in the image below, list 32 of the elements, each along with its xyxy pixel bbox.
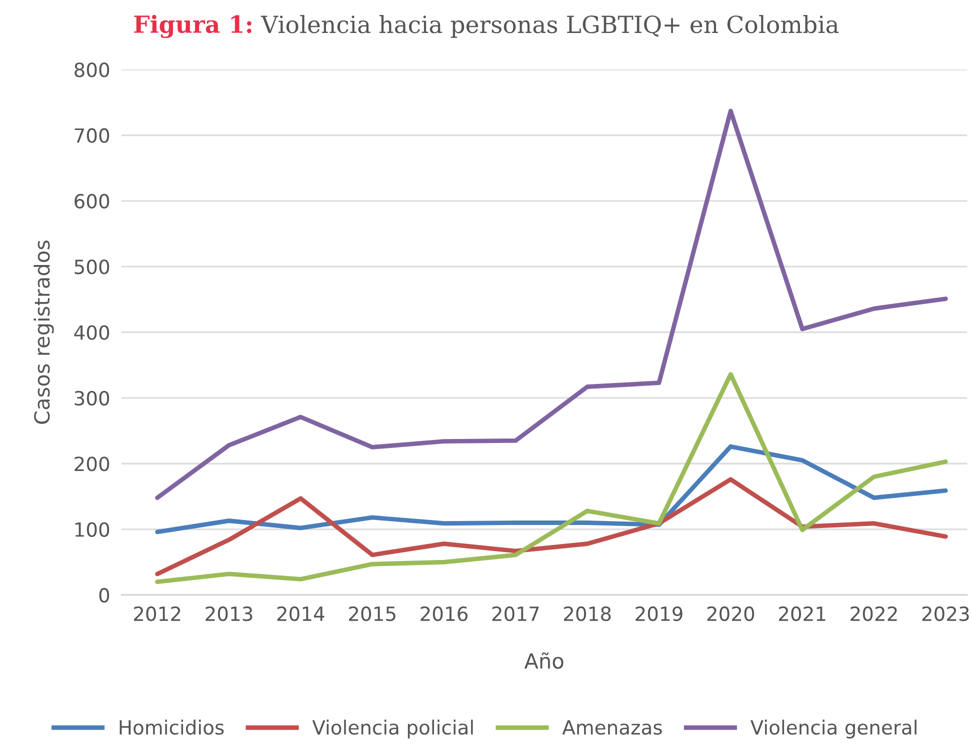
x-tick-label: 2016: [420, 606, 468, 622]
y-tick-label: 500: [74, 260, 110, 274]
legend-label: Amenazas: [562, 720, 662, 735]
x-tick-label: 2019: [636, 606, 682, 622]
x-tick-label: 2023: [922, 606, 969, 622]
x-axis-title: Año: [524, 652, 564, 669]
y-tick-label: 100: [75, 522, 110, 537]
x-tick-label: 2022: [850, 606, 897, 622]
x-tick-label: 2012: [134, 606, 180, 622]
y-tick-label: 0: [99, 588, 110, 603]
y-tick-label: 300: [74, 390, 110, 406]
legend-label: Violencia policial: [312, 720, 473, 738]
line-series: [155, 444, 948, 534]
x-tick-label: 2021: [778, 606, 826, 622]
x-tick-label: 2013: [206, 606, 252, 622]
x-tick-label: 2018: [564, 606, 611, 622]
chart-title: Figura 1: Violencia hacia personas LGBTIQ+ en Colombia: [134, 14, 839, 38]
x-tick-label: 2020: [707, 606, 754, 622]
y-tick-label: 800: [74, 62, 110, 78]
x-tick-label: 2014: [277, 606, 324, 622]
x-tick-label: 2015: [349, 606, 396, 622]
y-tick-label: 200: [74, 456, 110, 472]
y-axis-title: Casos registrados: [34, 240, 54, 424]
y-tick-label: 600: [74, 194, 110, 209]
y-tick-label: 700: [74, 128, 110, 143]
legend-label: Violencia general: [750, 720, 916, 738]
y-tick-label: 400: [74, 325, 110, 340]
line-series: [155, 108, 948, 500]
legend-label: Homicidios: [120, 720, 224, 735]
line-series: [155, 372, 948, 584]
x-tick-label: 2017: [492, 606, 539, 622]
line-series: [155, 477, 948, 576]
